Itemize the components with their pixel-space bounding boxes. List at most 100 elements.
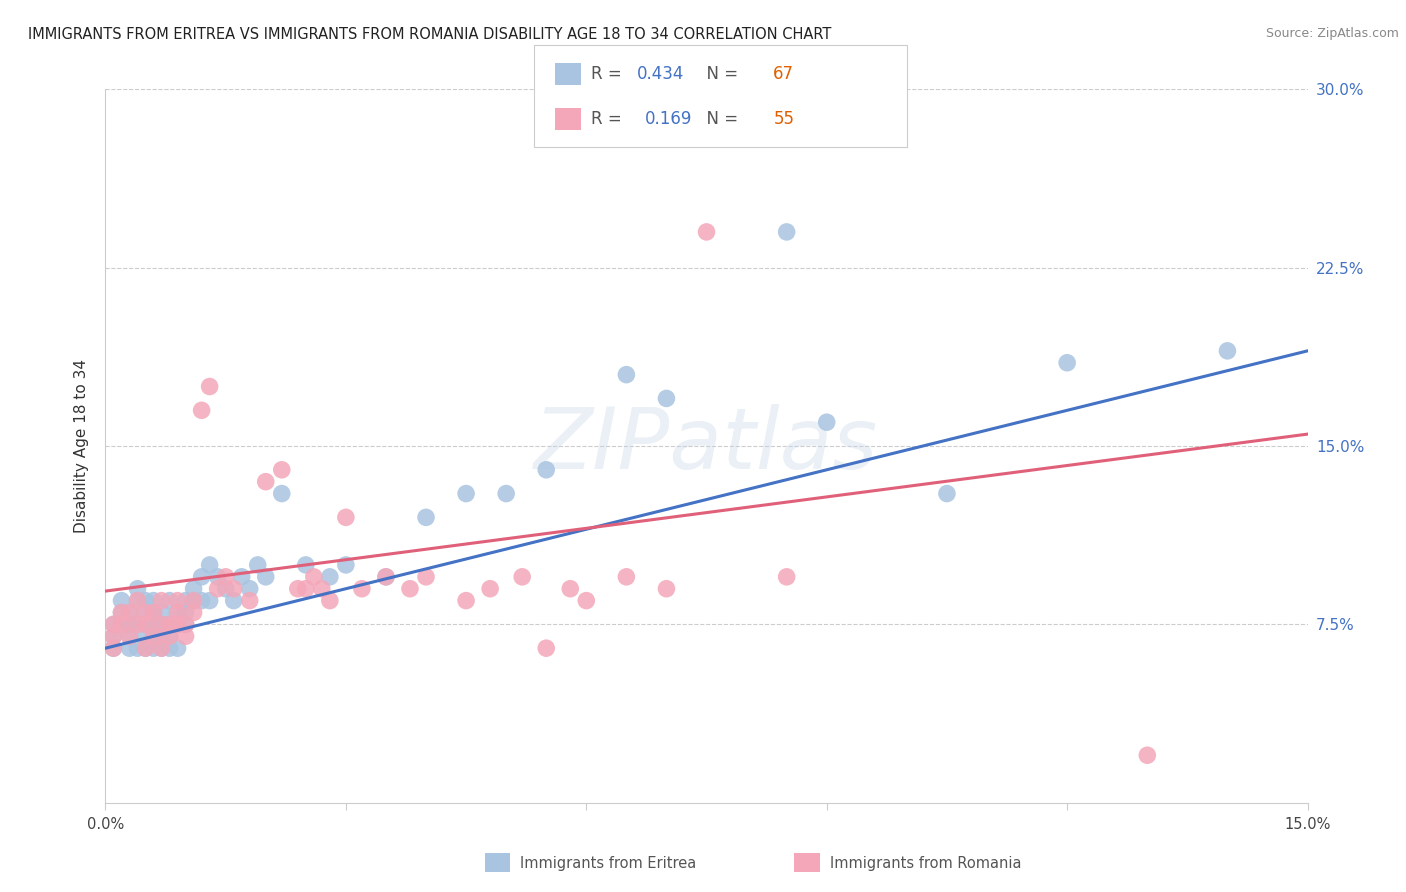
Point — [399, 582, 422, 596]
Point — [159, 629, 181, 643]
Point — [190, 593, 212, 607]
Point — [135, 606, 157, 620]
Point — [103, 617, 125, 632]
Point — [454, 593, 477, 607]
Point — [239, 582, 262, 596]
Point — [159, 629, 181, 643]
Point — [254, 570, 277, 584]
Point — [287, 582, 309, 596]
Point — [936, 486, 959, 500]
Point — [135, 617, 157, 632]
Point — [222, 593, 245, 607]
Text: N =: N = — [696, 65, 744, 83]
Point — [142, 593, 165, 607]
Point — [295, 582, 318, 596]
Point — [311, 582, 333, 596]
Point — [174, 606, 197, 620]
Point — [150, 617, 173, 632]
Point — [135, 629, 157, 643]
Point — [270, 486, 292, 500]
Point — [616, 570, 638, 584]
Point — [374, 570, 398, 584]
Point — [110, 606, 132, 620]
Text: Immigrants from Eritrea: Immigrants from Eritrea — [520, 856, 696, 871]
Point — [415, 510, 437, 524]
Point — [166, 617, 188, 632]
Point — [183, 582, 205, 596]
Point — [222, 582, 245, 596]
Point — [150, 617, 173, 632]
Point — [815, 415, 838, 429]
Point — [374, 570, 398, 584]
Point — [150, 629, 173, 643]
Point — [166, 606, 188, 620]
Point — [127, 582, 149, 596]
Point — [776, 570, 799, 584]
Point — [118, 606, 141, 620]
Point — [214, 582, 236, 596]
Point — [616, 368, 638, 382]
Point — [575, 593, 598, 607]
Point — [142, 641, 165, 656]
Point — [295, 558, 318, 572]
Point — [231, 570, 253, 584]
Point — [127, 593, 149, 607]
Point — [510, 570, 533, 584]
Text: 0.434: 0.434 — [637, 65, 685, 83]
Point — [495, 486, 517, 500]
Point — [127, 617, 149, 632]
Point — [214, 570, 236, 584]
Point — [454, 486, 477, 500]
Point — [142, 629, 165, 643]
Point — [183, 606, 205, 620]
Point — [127, 641, 149, 656]
Point — [207, 570, 229, 584]
Text: ZIPatlas: ZIPatlas — [534, 404, 879, 488]
Point — [1056, 356, 1078, 370]
Point — [150, 641, 173, 656]
Point — [127, 617, 149, 632]
Point — [110, 606, 132, 620]
Point — [118, 641, 141, 656]
Point — [118, 629, 141, 643]
Point — [190, 403, 212, 417]
Point — [166, 593, 188, 607]
Point — [159, 593, 181, 607]
Point — [198, 379, 221, 393]
Point — [534, 463, 557, 477]
Point — [174, 593, 197, 607]
Text: Immigrants from Romania: Immigrants from Romania — [830, 856, 1021, 871]
Point — [135, 606, 157, 620]
Point — [270, 463, 292, 477]
Text: 67: 67 — [773, 65, 794, 83]
Text: 55: 55 — [773, 111, 794, 128]
Point — [103, 641, 125, 656]
Point — [159, 641, 181, 656]
Point — [135, 641, 157, 656]
Point — [135, 641, 157, 656]
Point — [142, 606, 165, 620]
Point — [103, 629, 125, 643]
Point — [103, 641, 125, 656]
Point — [174, 629, 197, 643]
Point — [335, 510, 357, 524]
Point — [159, 617, 181, 632]
Point — [150, 593, 173, 607]
Point — [110, 617, 132, 632]
Point — [534, 641, 557, 656]
Text: IMMIGRANTS FROM ERITREA VS IMMIGRANTS FROM ROMANIA DISABILITY AGE 18 TO 34 CORRE: IMMIGRANTS FROM ERITREA VS IMMIGRANTS FR… — [28, 27, 831, 42]
Point — [127, 593, 149, 607]
Point — [110, 593, 132, 607]
Text: N =: N = — [696, 111, 744, 128]
Point — [135, 617, 157, 632]
Point — [776, 225, 799, 239]
Point — [174, 617, 197, 632]
Point — [655, 392, 678, 406]
Point — [142, 629, 165, 643]
Point — [103, 617, 125, 632]
Point — [207, 582, 229, 596]
Point — [198, 593, 221, 607]
Text: R =: R = — [591, 65, 627, 83]
Y-axis label: Disability Age 18 to 34: Disability Age 18 to 34 — [75, 359, 90, 533]
Point — [166, 641, 188, 656]
